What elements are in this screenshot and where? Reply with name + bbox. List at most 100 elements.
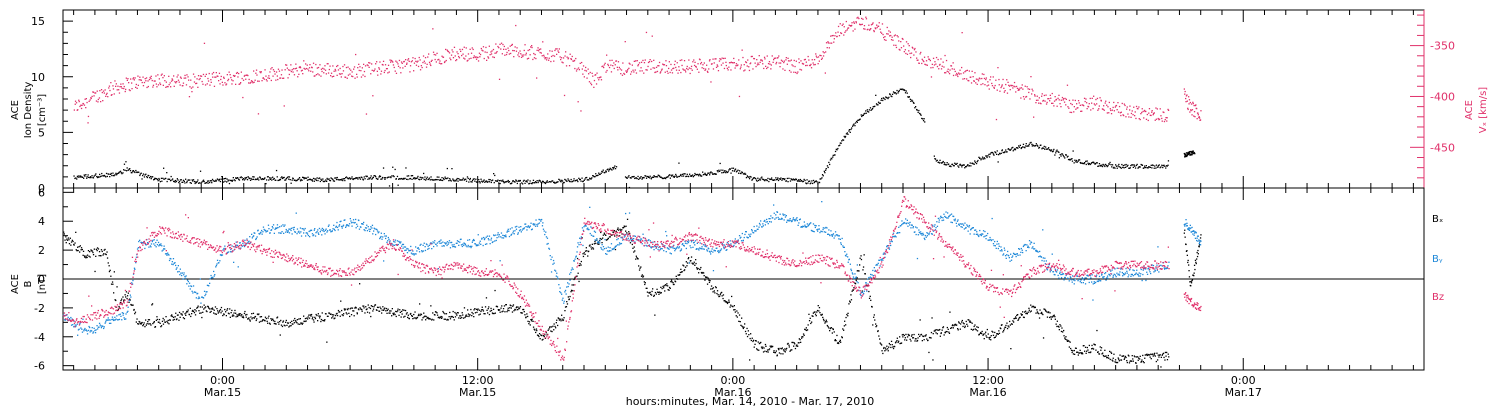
data-point bbox=[226, 178, 228, 180]
data-point bbox=[128, 89, 130, 91]
data-point bbox=[1157, 354, 1159, 356]
data-point bbox=[276, 316, 279, 318]
data-point bbox=[456, 312, 459, 314]
data-point bbox=[218, 311, 220, 313]
data-point bbox=[255, 178, 257, 180]
data-point bbox=[748, 69, 751, 72]
data-point bbox=[970, 165, 972, 167]
data-point bbox=[858, 17, 860, 20]
data-point bbox=[331, 317, 333, 319]
data-point bbox=[775, 61, 778, 64]
data-point bbox=[542, 335, 545, 337]
data-point bbox=[1039, 309, 1041, 311]
data-point bbox=[828, 47, 830, 49]
data-point bbox=[908, 96, 910, 98]
data-point bbox=[696, 173, 698, 176]
data-point bbox=[290, 64, 292, 66]
data-point bbox=[477, 309, 479, 311]
data-point bbox=[597, 174, 599, 176]
data-point bbox=[238, 72, 240, 75]
data-point bbox=[574, 277, 576, 279]
data-point bbox=[624, 226, 626, 228]
data-point bbox=[1190, 109, 1192, 112]
data-point bbox=[1055, 152, 1057, 154]
data-point bbox=[1028, 309, 1030, 311]
data-point bbox=[1163, 111, 1165, 114]
data-point bbox=[155, 246, 157, 248]
data-point bbox=[80, 327, 82, 329]
data-point bbox=[1117, 111, 1120, 113]
data-point bbox=[718, 60, 721, 62]
data-point bbox=[598, 173, 601, 176]
data-point bbox=[938, 329, 940, 331]
data-point bbox=[612, 167, 614, 169]
data-point bbox=[185, 275, 187, 277]
data-point bbox=[595, 83, 598, 85]
data-point bbox=[294, 179, 296, 181]
data-point bbox=[931, 317, 933, 319]
data-point bbox=[482, 46, 485, 48]
data-point bbox=[676, 62, 678, 64]
data-point bbox=[285, 179, 287, 181]
data-point bbox=[991, 85, 994, 87]
data-point bbox=[466, 315, 468, 317]
data-point bbox=[1028, 88, 1031, 90]
data-point bbox=[268, 77, 271, 79]
data-point bbox=[185, 178, 187, 180]
data-point bbox=[904, 337, 906, 339]
data-point bbox=[895, 341, 897, 343]
data-point bbox=[1144, 110, 1146, 113]
data-point bbox=[912, 337, 914, 339]
data-point bbox=[584, 250, 587, 252]
data-point bbox=[166, 320, 168, 323]
data-point bbox=[1123, 114, 1125, 117]
data-point bbox=[725, 170, 727, 172]
data-point bbox=[209, 181, 211, 184]
data-point bbox=[191, 313, 193, 315]
data-point bbox=[528, 182, 530, 185]
data-point bbox=[603, 64, 606, 66]
data-point bbox=[687, 258, 689, 260]
data-point bbox=[206, 310, 208, 313]
data-point bbox=[1075, 159, 1078, 162]
data-point bbox=[428, 178, 430, 180]
data-point bbox=[123, 317, 125, 319]
data-point bbox=[1131, 360, 1133, 362]
data-point bbox=[347, 66, 349, 68]
data-point bbox=[930, 76, 933, 78]
data-point bbox=[538, 48, 540, 51]
data-point bbox=[880, 31, 882, 33]
data-point bbox=[797, 71, 799, 73]
data-point bbox=[115, 318, 117, 320]
data-point bbox=[556, 181, 558, 183]
data-point bbox=[199, 278, 201, 280]
data-point bbox=[440, 63, 442, 65]
data-point bbox=[279, 77, 281, 79]
data-point bbox=[503, 182, 505, 184]
data-point bbox=[644, 59, 646, 61]
data-point bbox=[754, 340, 757, 342]
data-point bbox=[334, 177, 336, 179]
data-point bbox=[448, 316, 450, 318]
data-point bbox=[103, 253, 105, 255]
data-point bbox=[220, 75, 222, 78]
data-point bbox=[1038, 102, 1040, 104]
data-point bbox=[220, 306, 223, 309]
data-point bbox=[692, 61, 694, 63]
data-point bbox=[172, 79, 174, 81]
data-point bbox=[1000, 327, 1002, 330]
data-point bbox=[629, 242, 632, 244]
data-point bbox=[909, 338, 911, 340]
data-point bbox=[544, 182, 546, 184]
data-point bbox=[879, 28, 881, 30]
data-point bbox=[827, 325, 829, 328]
data-point bbox=[472, 313, 474, 315]
data-point bbox=[382, 60, 385, 62]
data-point bbox=[961, 66, 963, 69]
data-point bbox=[976, 83, 978, 85]
data-point bbox=[1003, 87, 1005, 89]
data-point bbox=[962, 164, 965, 166]
data-point bbox=[545, 181, 547, 183]
data-point bbox=[167, 86, 169, 88]
data-point bbox=[105, 321, 107, 323]
